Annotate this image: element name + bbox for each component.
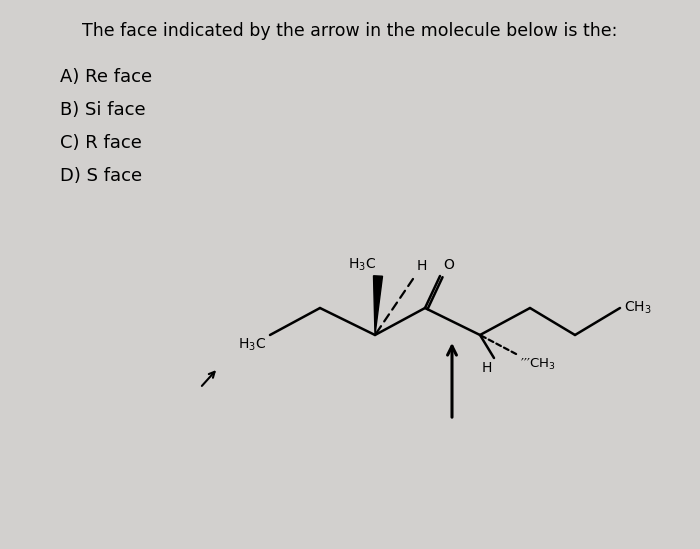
Text: H$_3$C: H$_3$C [238,337,266,354]
Text: The face indicated by the arrow in the molecule below is the:: The face indicated by the arrow in the m… [83,22,617,40]
Text: B) Si face: B) Si face [60,101,146,119]
Text: ′′′CH$_3$: ′′′CH$_3$ [520,357,556,372]
Text: CH$_3$: CH$_3$ [624,300,652,316]
Text: A) Re face: A) Re face [60,68,152,86]
Polygon shape [374,276,382,335]
Text: H$_3$C: H$_3$C [348,256,376,273]
Text: H: H [482,361,492,375]
Text: O: O [443,258,454,272]
Text: C) R face: C) R face [60,134,142,152]
Text: H: H [417,259,428,273]
Text: D) S face: D) S face [60,167,142,185]
